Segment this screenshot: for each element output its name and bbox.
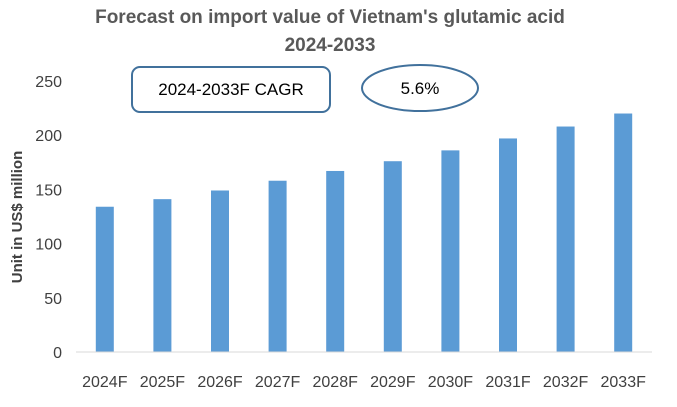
- y-tick-label: 0: [53, 345, 62, 362]
- x-tick-label: 2032F: [543, 374, 589, 391]
- y-tick-label: 150: [35, 182, 62, 199]
- x-tick-label: 2030F: [428, 374, 474, 391]
- bar: [326, 170, 345, 352]
- x-tick-label: 2026F: [197, 374, 243, 391]
- x-tick-label: 2027F: [255, 374, 301, 391]
- bar: [383, 161, 402, 352]
- bar: [499, 138, 517, 352]
- cagr-value-ellipse: [361, 64, 479, 112]
- y-axis-label: Unit in US$ million: [9, 151, 26, 284]
- y-tick-label: 100: [35, 237, 62, 254]
- bar: [211, 190, 229, 352]
- x-tick-label: 2031F: [485, 374, 531, 391]
- x-tick-label: 2024F: [82, 374, 128, 391]
- x-tick-label: 2029F: [370, 374, 416, 391]
- bar: [556, 126, 575, 352]
- chart-title-line2: 2024-2033: [285, 35, 376, 56]
- bar: [268, 180, 287, 352]
- x-tick-label: 2025F: [140, 374, 186, 391]
- x-tick-label: 2033F: [601, 374, 647, 391]
- x-tick-labels: 2024F 2025F 2026F 2027F 2028F 2029F 2030F 2031F…: [82, 374, 646, 391]
- y-tick-labels: 0 50 100 150 200 250: [35, 74, 62, 362]
- bar: [153, 199, 172, 352]
- bar: [614, 113, 633, 353]
- bar: [441, 150, 460, 352]
- x-tick-label: 2028F: [313, 374, 359, 391]
- y-tick-label: 50: [44, 291, 62, 308]
- cagr-label: 2024-2033F CAGR: [158, 80, 304, 99]
- y-tick-label: 200: [35, 128, 62, 145]
- cagr-label-box: [131, 66, 331, 113]
- bar: [95, 206, 114, 352]
- cagr-value: 5.6%: [401, 79, 440, 98]
- chart-title-line1: Forecast on import value of Vietnam's gl…: [95, 7, 565, 28]
- y-tick-label: 250: [35, 74, 62, 91]
- bars: [95, 113, 633, 353]
